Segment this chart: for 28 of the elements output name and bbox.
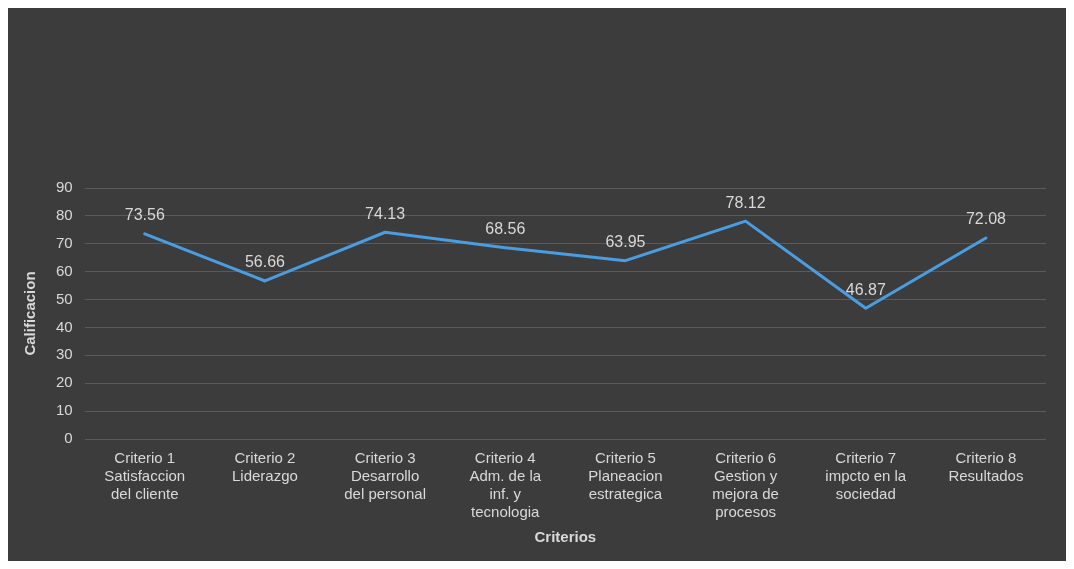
y-tick-label: 10 bbox=[56, 401, 73, 419]
x-tick-label: Criterio 2 Liderazgo bbox=[231, 449, 298, 485]
data-label: 73.56 bbox=[124, 206, 165, 224]
y-tick-label: 50 bbox=[56, 289, 73, 307]
y-axis-title: Calificacion bbox=[21, 271, 39, 356]
y-tick-label: 30 bbox=[56, 345, 73, 363]
y-tick-label: 70 bbox=[56, 233, 73, 251]
data-label: 74.13 bbox=[365, 204, 406, 222]
data-label: 78.12 bbox=[725, 193, 766, 211]
data-label: 72.08 bbox=[965, 210, 1007, 228]
y-tick-label: 80 bbox=[56, 206, 73, 224]
x-tick-label: Criterio 8 Resultados bbox=[948, 449, 1024, 485]
x-tick-label: Criterio 7 impcto en la sociedad bbox=[825, 449, 907, 503]
y-tick-label: 90 bbox=[56, 178, 73, 196]
x-tick-label: Criterio 5 Planeacion estrategica bbox=[588, 449, 663, 503]
data-label: 56.66 bbox=[244, 253, 286, 271]
data-label: 68.56 bbox=[485, 220, 526, 238]
x-tick-label: Criterio 1 Satisfaccion del cliente bbox=[104, 449, 186, 503]
y-tick-label: 60 bbox=[56, 261, 73, 279]
data-label: 63.95 bbox=[605, 233, 646, 251]
x-tick-label: Criterio 4 Adm. de la inf. y tecnologia bbox=[469, 449, 542, 521]
x-tick-label: Criterio 6 Gestion y mejora de procesos bbox=[712, 449, 779, 521]
y-tick-label: 20 bbox=[56, 373, 73, 391]
y-tick-label: 0 bbox=[64, 429, 73, 447]
x-tick-label: Criterio 3 Desarrollo del personal bbox=[344, 449, 426, 503]
x-axis-title: Criterios bbox=[534, 528, 597, 546]
data-label: 46.87 bbox=[845, 280, 886, 298]
y-tick-label: 40 bbox=[56, 317, 73, 335]
